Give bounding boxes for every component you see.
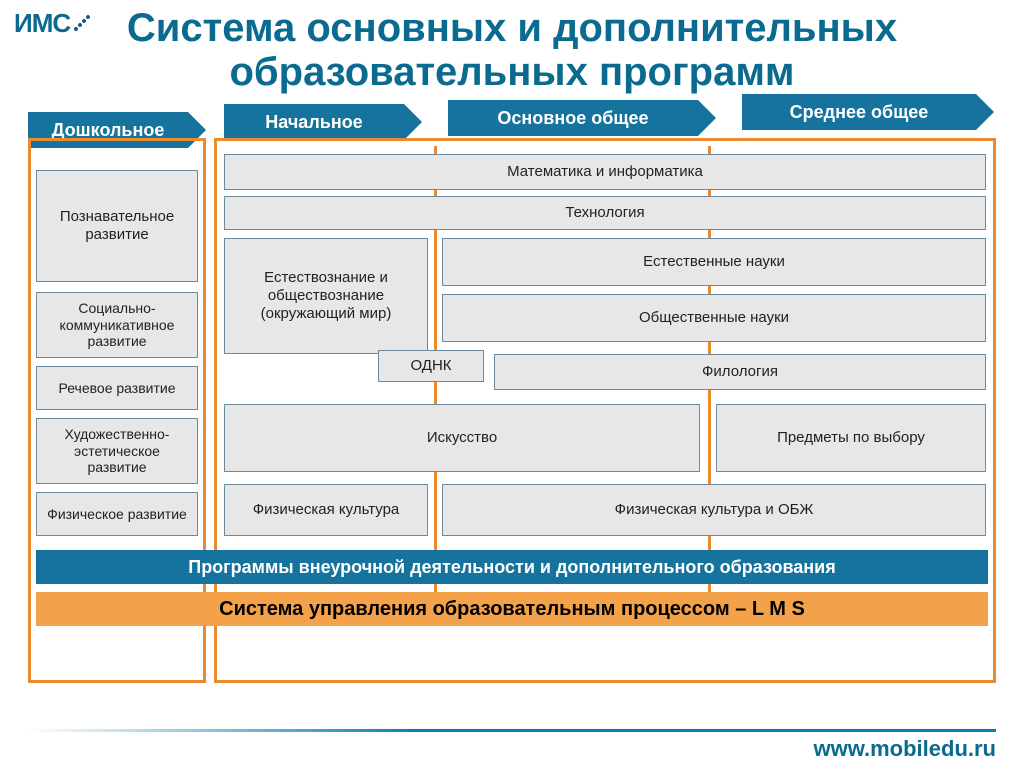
cell-art-text: Искусство (427, 429, 497, 447)
cell-pe-primary: Физическая культура (224, 484, 428, 536)
footer-divider (28, 729, 996, 732)
title-line-1: Система основных и дополнительных (127, 6, 897, 50)
title-line-2: образовательных программ (230, 50, 795, 94)
bar-extracurricular: Программы внеурочной деятельности и допо… (36, 550, 988, 584)
cell-electives: Предметы по выбору (716, 404, 986, 472)
bar-extracurricular-text: Программы внеурочной деятельности и допо… (188, 557, 835, 578)
cell-art: Искусство (224, 404, 700, 472)
cell-odnk: ОДНК (378, 350, 484, 382)
bar-lms-text: Система управления образовательным проце… (219, 598, 805, 621)
cell-pe-safety-text: Физическая культура и ОБЖ (615, 501, 814, 519)
cell-tech: Технология (224, 196, 986, 230)
page-title: Система основных и дополнительных образо… (0, 0, 1024, 94)
cell-natural-primary: Естествознание и обществознание (окружаю… (224, 238, 428, 354)
cell-cognitive-text: Познавательное развитие (43, 208, 191, 244)
cell-natural-primary-text: Естествознание и обществознание (окружаю… (231, 269, 421, 323)
arrow-secondary-label: Среднее общее (790, 102, 929, 123)
logo-dots-icon (70, 15, 90, 35)
cell-pe-primary-text: Физическая культура (253, 501, 400, 519)
education-diagram: Дошкольное Начальное Основное общее Сред… (28, 98, 996, 688)
cell-electives-text: Предметы по выбору (777, 429, 925, 447)
arrow-basic: Основное общее (448, 100, 698, 136)
arrow-primary-label: Начальное (265, 112, 362, 133)
arrow-basic-label: Основное общее (497, 108, 648, 129)
logo: ИМС (14, 8, 90, 39)
cell-speech: Речевое развитие (36, 366, 198, 410)
cell-speech-text: Речевое развитие (59, 380, 176, 397)
cell-natural-sciences-text: Естественные науки (643, 253, 785, 271)
cell-artistic: Художественно-эстетическое развитие (36, 418, 198, 484)
cell-math: Математика и информатика (224, 154, 986, 190)
cell-math-text: Математика и информатика (507, 163, 703, 181)
bar-lms: Система управления образовательным проце… (36, 592, 988, 626)
logo-text: ИМС (14, 8, 70, 38)
cell-social-sciences-text: Общественные науки (639, 309, 789, 327)
cell-tech-text: Технология (565, 204, 644, 222)
cell-philology: Филология (494, 354, 986, 390)
cell-physical-dev: Физическое развитие (36, 492, 198, 536)
cell-social-text: Социально-коммуникативное развитие (43, 300, 191, 350)
cell-social-sciences: Общественные науки (442, 294, 986, 342)
cell-physical-dev-text: Физическое развитие (47, 506, 187, 523)
arrow-primary: Начальное (224, 104, 404, 140)
footer-url: www.mobiledu.ru (813, 736, 996, 762)
cell-philology-text: Филология (702, 363, 778, 381)
cell-artistic-text: Художественно-эстетическое развитие (43, 426, 191, 476)
cell-cognitive: Познавательное развитие (36, 170, 198, 282)
cell-social: Социально-коммуникативное развитие (36, 292, 198, 358)
cell-odnk-text: ОДНК (410, 357, 451, 375)
arrow-secondary: Среднее общее (742, 94, 976, 130)
cell-pe-safety: Физическая культура и ОБЖ (442, 484, 986, 536)
cell-natural-sciences: Естественные науки (442, 238, 986, 286)
